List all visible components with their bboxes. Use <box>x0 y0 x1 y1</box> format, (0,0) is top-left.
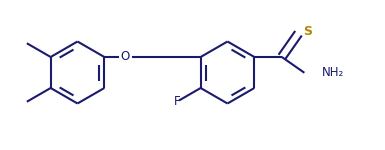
Text: F: F <box>174 95 180 108</box>
Text: O: O <box>121 51 130 63</box>
Text: NH₂: NH₂ <box>322 66 344 79</box>
Text: S: S <box>303 25 312 38</box>
